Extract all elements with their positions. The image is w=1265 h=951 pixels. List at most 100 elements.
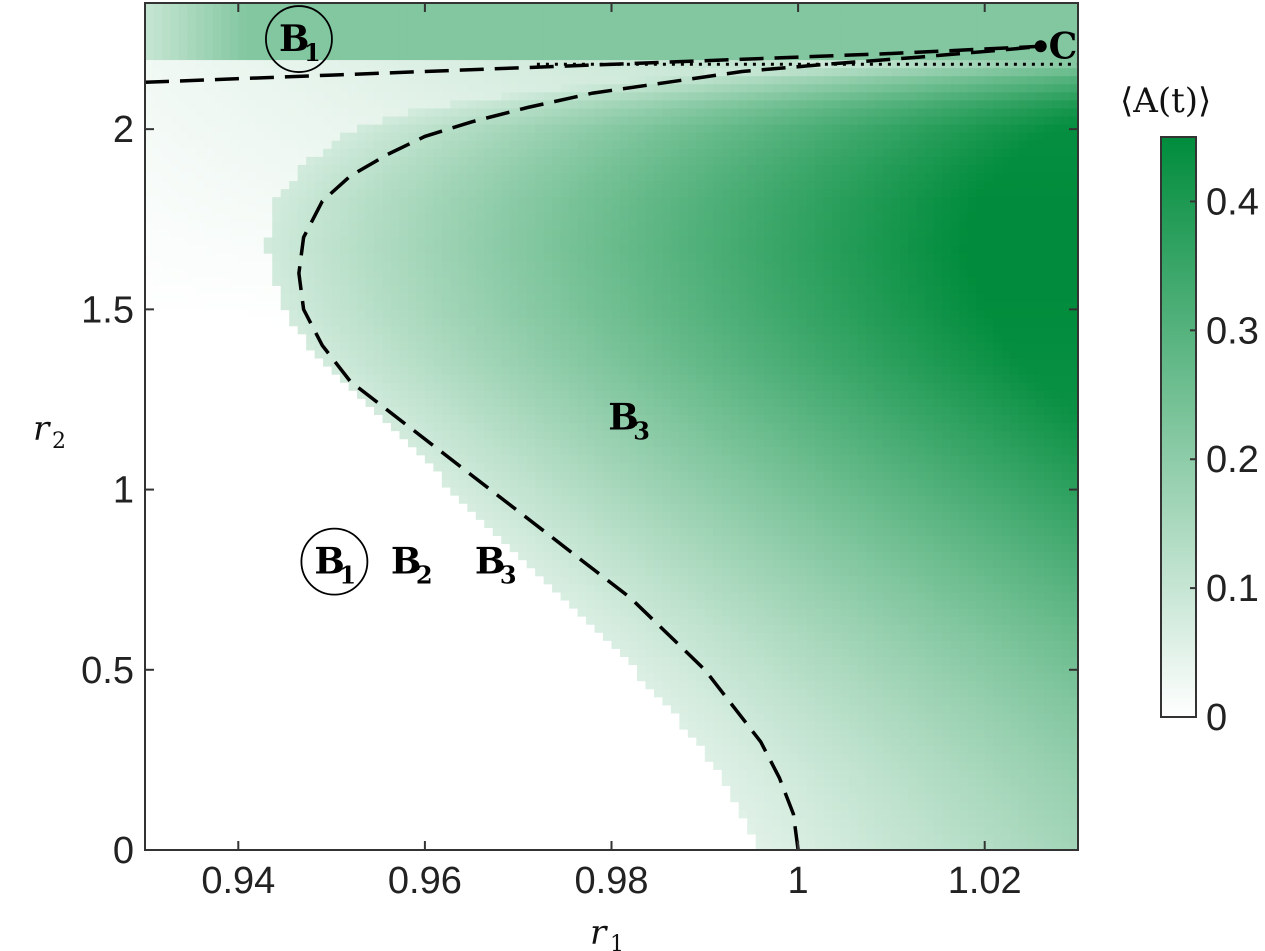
heatmap-cell: [196, 568, 205, 577]
heatmap-cell: [552, 745, 561, 754]
heatmap-cell: [484, 503, 493, 512]
heatmap-cell: [815, 721, 824, 730]
heatmap-cell: [340, 664, 349, 673]
heatmap-cell: [332, 753, 341, 762]
heatmap-cell: [247, 769, 256, 778]
heatmap-cell: [841, 818, 850, 827]
heatmap-cell: [730, 640, 739, 649]
heatmap-cell: [713, 519, 722, 528]
heatmap-cell: [272, 479, 281, 488]
heatmap-cell: [323, 616, 332, 625]
heatmap-cell: [603, 664, 612, 673]
heatmap-cell: [247, 777, 256, 786]
heatmap-cell: [883, 785, 892, 794]
heatmap-cell: [272, 664, 281, 673]
heatmap-cell: [450, 802, 459, 811]
heatmap-cell: [221, 705, 230, 714]
heatmap-cell: [654, 689, 663, 698]
heatmap-cell: [145, 745, 154, 754]
heatmap-cell: [756, 664, 765, 673]
heatmap-cell: [467, 713, 476, 722]
heatmap-cell: [230, 713, 239, 722]
heatmap-cell: [416, 794, 425, 803]
heatmap-cell: [705, 834, 714, 843]
heatmap-cell: [366, 769, 375, 778]
heatmap-cell: [764, 584, 773, 593]
heatmap-cell: [739, 552, 748, 561]
heatmap-cell: [722, 737, 731, 746]
heatmap-cell: [306, 681, 315, 690]
heatmap-cell: [891, 527, 900, 536]
heatmap-cell: [416, 681, 425, 690]
heatmap-cell: [951, 535, 960, 544]
heatmap-cell: [790, 794, 799, 803]
heatmap-cell: [349, 729, 358, 738]
heatmap-cell: [442, 737, 451, 746]
heatmap-cell: [332, 785, 341, 794]
heatmap-cell: [942, 745, 951, 754]
heatmap-cell: [1010, 560, 1019, 569]
heatmap-cell: [247, 600, 256, 609]
heatmap-cell: [993, 535, 1002, 544]
heatmap-cell: [874, 535, 883, 544]
heatmap-cell: [688, 584, 697, 593]
heatmap-cell: [391, 721, 400, 730]
heatmap-cell: [756, 535, 765, 544]
heatmap-cell: [595, 753, 604, 762]
heatmap-cell: [467, 673, 476, 682]
heatmap-cell: [773, 721, 782, 730]
heatmap-cell: [578, 745, 587, 754]
heatmap-cell: [501, 673, 510, 682]
heatmap-cell: [1027, 673, 1036, 682]
heatmap-cell: [883, 826, 892, 835]
heatmap-cell: [459, 673, 468, 682]
heatmap-cell: [942, 753, 951, 762]
heatmap-cell: [340, 503, 349, 512]
heatmap-cell: [535, 600, 544, 609]
heatmap-cell: [688, 600, 697, 609]
heatmap-cell: [561, 592, 570, 601]
heatmap-cell: [535, 785, 544, 794]
heatmap-cell: [484, 777, 493, 786]
heatmap-cell: [832, 834, 841, 843]
heatmap-cell: [459, 535, 468, 544]
heatmap-cell: [857, 535, 866, 544]
heatmap-cell: [917, 535, 926, 544]
heatmap-cell: [340, 810, 349, 819]
heatmap-cell: [603, 745, 612, 754]
heatmap-cell: [170, 777, 179, 786]
heatmap-cell: [247, 543, 256, 552]
heatmap-cell: [289, 697, 298, 706]
heatmap-cell: [985, 729, 994, 738]
heatmap-cell: [764, 689, 773, 698]
heatmap-cell: [730, 592, 739, 601]
heatmap-cell: [561, 826, 570, 835]
heatmap-cell: [662, 705, 671, 714]
heatmap-cell: [459, 511, 468, 520]
heatmap-cell: [527, 576, 536, 585]
heatmap-cell: [221, 624, 230, 633]
heatmap-cell: [798, 487, 807, 496]
heatmap-cell: [637, 697, 646, 706]
heatmap-cell: [730, 769, 739, 778]
heatmap-cell: [510, 818, 519, 827]
heatmap-cell: [255, 713, 264, 722]
heatmap-cell: [501, 834, 510, 843]
heatmap-cell: [841, 794, 850, 803]
heatmap-cell: [170, 818, 179, 827]
heatmap-cell: [679, 543, 688, 552]
heatmap-cell: [323, 826, 332, 835]
heatmap-cell: [654, 656, 663, 665]
heatmap-cell: [595, 640, 604, 649]
heatmap-cell: [399, 818, 408, 827]
heatmap-cell: [832, 713, 841, 722]
heatmap-cell: [874, 632, 883, 641]
heatmap-cell: [170, 543, 179, 552]
heatmap-cell: [450, 794, 459, 803]
heatmap-cell: [374, 656, 383, 665]
heatmap-cell: [578, 769, 587, 778]
heatmap-cell: [934, 568, 943, 577]
heatmap-cell: [807, 761, 816, 770]
heatmap-cell: [739, 681, 748, 690]
heatmap-cell: [959, 705, 968, 714]
